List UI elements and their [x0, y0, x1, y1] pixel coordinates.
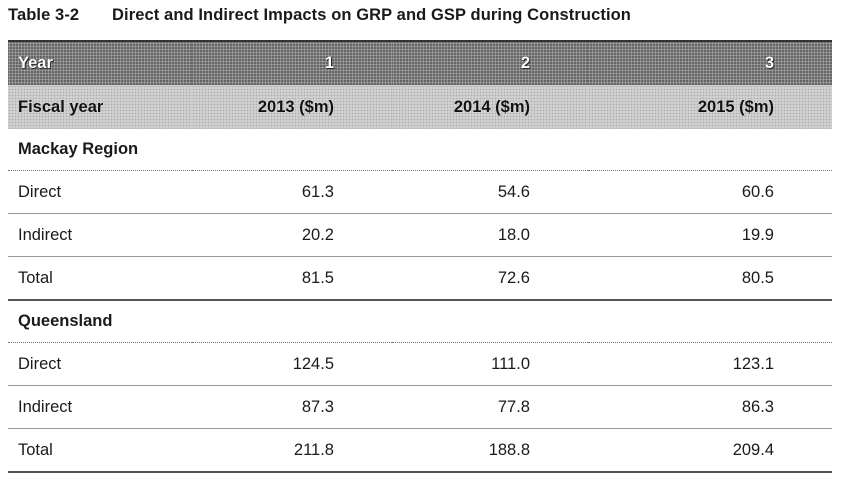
- table-row: Indirect 87.3 77.8 86.3: [8, 385, 832, 429]
- impacts-table: Year 1 2 3 Fiscal year 2013 ($m) 2014 ($…: [8, 40, 832, 473]
- section-title: Mackay Region: [8, 129, 832, 171]
- section-row-mackay-region: Mackay Region: [8, 129, 832, 171]
- table-cell: 61.3: [192, 170, 392, 214]
- header-fiscal-2013: 2013 ($m): [192, 85, 392, 129]
- table-row-total: Total 211.8 188.8 209.4: [8, 428, 832, 473]
- table-cell: 123.1: [588, 342, 832, 386]
- table-cell: 211.8: [192, 428, 392, 473]
- table-cell: 72.6: [392, 256, 588, 301]
- table-row: Direct 61.3 54.6 60.6: [8, 170, 832, 214]
- table-cell: 209.4: [588, 428, 832, 473]
- row-label: Total: [8, 428, 192, 473]
- table-cell: 188.8: [392, 428, 588, 473]
- row-label: Total: [8, 256, 192, 301]
- row-label: Direct: [8, 342, 192, 386]
- table-row: Direct 124.5 111.0 123.1: [8, 342, 832, 386]
- table-cell: 18.0: [392, 213, 588, 257]
- header-label-year: Year: [8, 40, 192, 85]
- table-cell: 81.5: [192, 256, 392, 301]
- table-cell: 19.9: [588, 213, 832, 257]
- section-row-queensland: Queensland: [8, 300, 832, 343]
- header-row-year: Year 1 2 3: [8, 40, 832, 85]
- row-label: Direct: [8, 170, 192, 214]
- table-caption: Table 3-2 Direct and Indirect Impacts on …: [8, 6, 631, 25]
- header-year-2: 2: [392, 40, 588, 85]
- table-cell: 86.3: [588, 385, 832, 429]
- row-label: Indirect: [8, 385, 192, 429]
- table-row-total: Total 81.5 72.6 80.5: [8, 256, 832, 301]
- header-row-fiscal-year: Fiscal year 2013 ($m) 2014 ($m) 2015 ($m…: [8, 85, 832, 129]
- table-title: Direct and Indirect Impacts on GRP and G…: [112, 6, 631, 24]
- table-cell: 111.0: [392, 342, 588, 386]
- table-cell: 80.5: [588, 256, 832, 301]
- header-year-3: 3: [588, 40, 832, 85]
- table-number: Table 3-2: [8, 6, 80, 24]
- header-fiscal-2014: 2014 ($m): [392, 85, 588, 129]
- row-label: Indirect: [8, 213, 192, 257]
- section-title: Queensland: [8, 300, 832, 343]
- table-cell: 54.6: [392, 170, 588, 214]
- table-cell: 77.8: [392, 385, 588, 429]
- header-label-fiscal-year: Fiscal year: [8, 85, 192, 129]
- table-row: Indirect 20.2 18.0 19.9: [8, 213, 832, 257]
- header-year-1: 1: [192, 40, 392, 85]
- table-cell: 87.3: [192, 385, 392, 429]
- table-cell: 60.6: [588, 170, 832, 214]
- table-cell: 20.2: [192, 213, 392, 257]
- header-fiscal-2015: 2015 ($m): [588, 85, 832, 129]
- table-cell: 124.5: [192, 342, 392, 386]
